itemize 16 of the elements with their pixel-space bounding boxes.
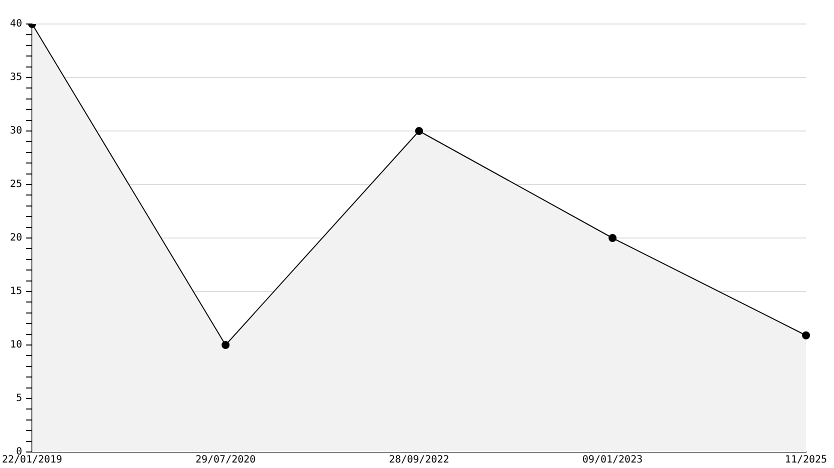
x-tick-label: 11/2025 (784, 454, 828, 466)
y-tick-label: 30 (10, 126, 22, 137)
point (608, 234, 617, 242)
point (222, 341, 230, 349)
y-tick-label: 40 (10, 18, 22, 30)
point (802, 331, 810, 340)
x-tick-label: 29/07/2020 (195, 454, 256, 466)
y-tick-label: 25 (10, 179, 22, 190)
y-tick-label: 5 (16, 393, 22, 404)
y-tick-label: 35 (10, 72, 22, 84)
x-tick-label: 28/09/2022 (388, 454, 450, 466)
point (415, 127, 424, 135)
y-tick-label: 20 (10, 232, 22, 244)
y-tick-label: 15 (10, 286, 22, 298)
x-tick-label: 09/01/2023 (582, 454, 643, 466)
y-tick-label: 10 (10, 340, 22, 351)
